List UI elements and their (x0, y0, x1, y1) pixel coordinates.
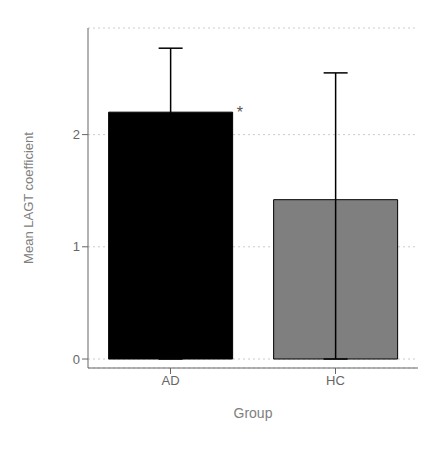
svg-text:Group: Group (234, 405, 273, 421)
svg-text:1: 1 (73, 239, 80, 254)
svg-text:0: 0 (73, 352, 80, 367)
svg-text:Mean LAGT coefficient: Mean LAGT coefficient (21, 132, 36, 264)
svg-text:AD: AD (161, 373, 179, 388)
svg-text:2: 2 (73, 127, 80, 142)
svg-text:*: * (237, 104, 243, 121)
svg-text:HC: HC (326, 373, 345, 388)
